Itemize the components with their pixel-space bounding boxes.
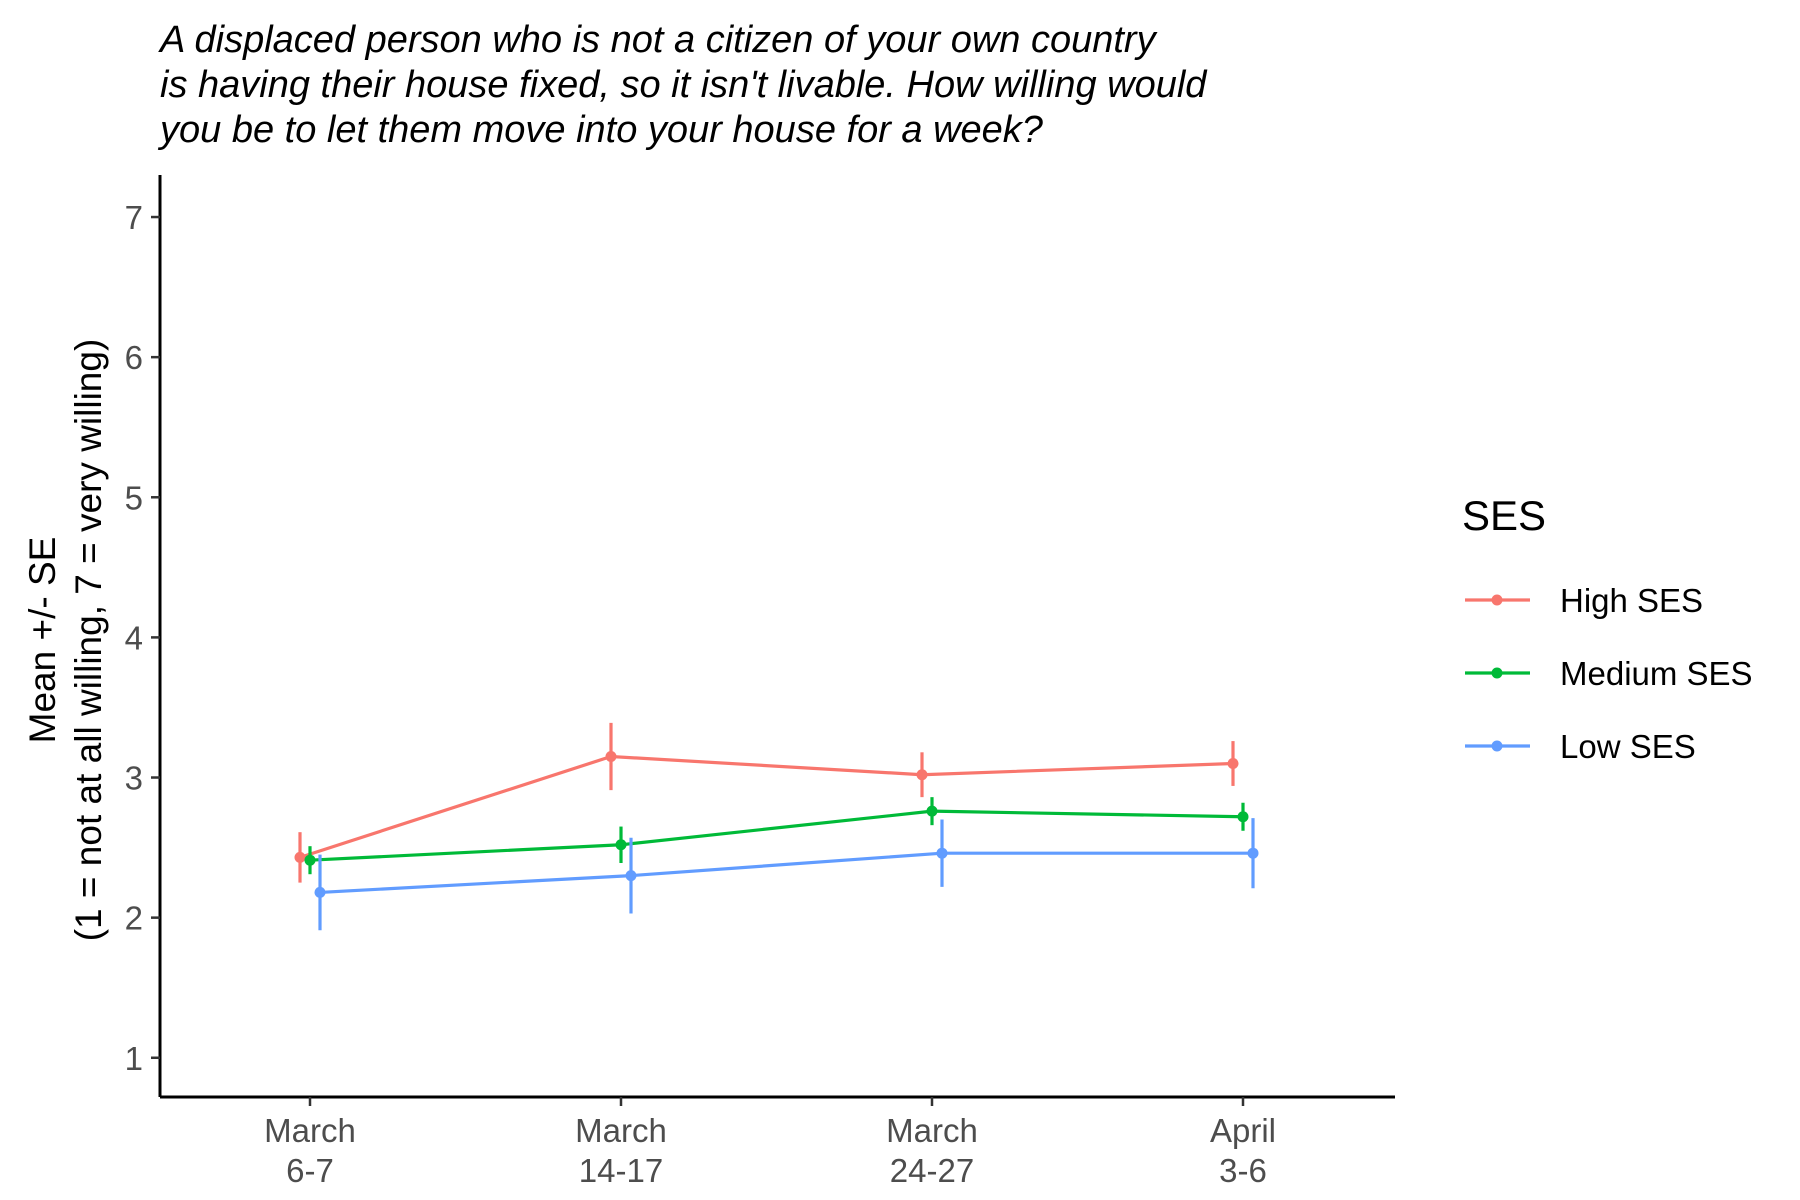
y-axis-title-line-2: (1 = not at all willing, 7 = very willin…: [68, 339, 109, 942]
data-point-low-ses: [936, 847, 948, 859]
y-tick-label: 6: [125, 339, 143, 376]
y-tick-label: 4: [125, 619, 143, 656]
x-tick-label: 3-6: [1219, 1152, 1267, 1189]
legend-label-high-ses: High SES: [1560, 582, 1703, 619]
data-point-medium-ses: [304, 854, 316, 866]
data-point-high-ses: [1227, 758, 1239, 770]
plot-area: 1234567March6-7March14-17March24-27April…: [125, 175, 1395, 1189]
y-tick-label: 2: [125, 900, 143, 937]
data-point-medium-ses: [1237, 811, 1249, 823]
legend-key-point-low-ses: [1491, 740, 1503, 752]
x-tick-label: March: [264, 1112, 356, 1149]
data-point-low-ses: [314, 886, 326, 898]
legend-key-point-medium-ses: [1491, 667, 1503, 679]
series-line-medium-ses: [309, 809, 1244, 862]
data-point-high-ses: [605, 751, 617, 763]
legend: SES High SES Medium SES Low SES: [1462, 492, 1753, 765]
data-point-medium-ses: [615, 839, 627, 851]
series-line-high-ses: [299, 754, 1234, 859]
legend-title: SES: [1462, 492, 1546, 539]
chart-title-line-3: you be to let them move into your house …: [157, 109, 1044, 151]
legend-key-point-high-ses: [1491, 594, 1503, 606]
legend-label-medium-ses: Medium SES: [1560, 655, 1753, 692]
chart-title-line-1: A displaced person who is not a citizen …: [158, 19, 1158, 61]
data-point-medium-ses: [926, 805, 938, 817]
y-tick-label: 7: [125, 199, 143, 236]
chart-title-line-2: is having their house fixed, so it isn't…: [160, 64, 1208, 106]
x-tick-label: 14-17: [579, 1152, 663, 1189]
y-axis-title-line-1: Mean +/- SE: [22, 537, 63, 744]
y-tick-label: 1: [125, 1040, 143, 1077]
x-tick-label: 6-7: [286, 1152, 334, 1189]
data-point-high-ses: [916, 769, 928, 781]
x-tick-label: April: [1210, 1112, 1276, 1149]
y-tick-label: 3: [125, 760, 143, 797]
x-tick-label: March: [886, 1112, 978, 1149]
x-tick-label: March: [575, 1112, 667, 1149]
chart-title: A displaced person who is not a citizen …: [157, 19, 1208, 151]
legend-label-low-ses: Low SES: [1560, 728, 1696, 765]
x-tick-label: 24-27: [890, 1152, 974, 1189]
series-line-low-ses: [319, 851, 1253, 895]
y-tick-label: 5: [125, 479, 143, 516]
data-point-low-ses: [1247, 847, 1259, 859]
data-point-high-ses: [294, 851, 306, 863]
data-point-low-ses: [625, 870, 637, 882]
y-axis-title: Mean +/- SE (1 = not at all willing, 7 =…: [22, 339, 109, 942]
